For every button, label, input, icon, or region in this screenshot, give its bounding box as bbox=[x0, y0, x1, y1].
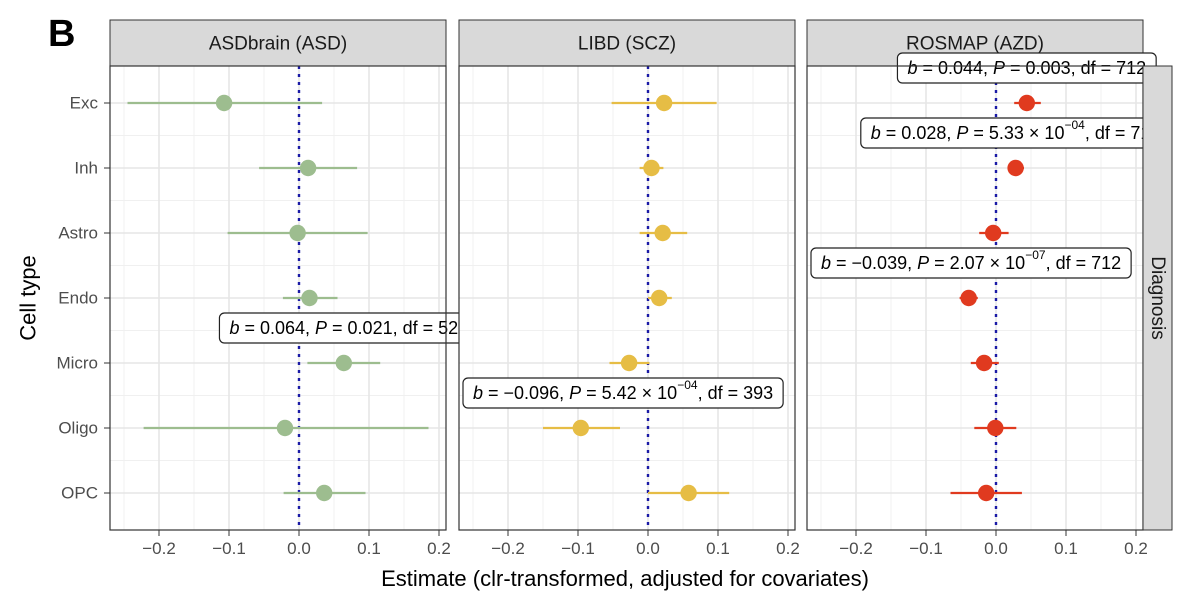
stat-annotation: b = 0.044, P = 0.003, df = 712 bbox=[896, 52, 1157, 84]
facet-panels: ASDbrain (ASD) b = 0.064, P = 0.021, df =… bbox=[109, 19, 1172, 558]
y-tick-label: Micro bbox=[56, 354, 98, 373]
y-tick-label: Inh bbox=[74, 159, 98, 178]
x-tick-label: −0.1 bbox=[212, 539, 246, 558]
panel-border bbox=[458, 65, 796, 531]
stat-annotation-text: b = −0.039, P = 2.07 × 10−07, df = 712 bbox=[821, 248, 1121, 273]
row-facet-strip-background bbox=[1142, 65, 1173, 531]
facet-strip bbox=[458, 19, 796, 67]
x-tick-label: 0.0 bbox=[287, 539, 311, 558]
facet-panel: ASDbrain (ASD) b = 0.064, P = 0.021, df =… bbox=[109, 19, 469, 558]
point-estimate bbox=[1007, 159, 1024, 177]
point-estimate bbox=[316, 484, 333, 502]
x-tick-label: 0.0 bbox=[636, 539, 660, 558]
x-tick-label: −0.2 bbox=[142, 539, 176, 558]
point-estimate bbox=[985, 224, 1002, 242]
point-estimate bbox=[975, 354, 993, 372]
stat-annotation: b = 0.028, P = 5.33 × 10−04, df = 712 bbox=[860, 117, 1172, 149]
point-estimate bbox=[960, 289, 977, 307]
y-tick-label: Exc bbox=[70, 94, 99, 113]
point-estimate bbox=[289, 224, 306, 242]
stat-annotation-text: b = −0.096, P = 5.42 × 10−04, df = 393 bbox=[473, 378, 773, 403]
facet-strip-label: LIBD (SCZ) bbox=[578, 34, 676, 55]
x-tick-label: 0.1 bbox=[706, 539, 730, 558]
facet-strip-label: ASDbrain (ASD) bbox=[209, 34, 347, 55]
point-estimate bbox=[654, 224, 671, 242]
point-estimate bbox=[643, 159, 660, 177]
row-facet-label: Diagnosis bbox=[1147, 256, 1168, 339]
point-estimate bbox=[335, 354, 352, 372]
point-estimate bbox=[276, 419, 294, 437]
point-estimate bbox=[987, 419, 1004, 437]
y-tick-label: Oligo bbox=[58, 419, 98, 438]
point-estimate bbox=[215, 94, 233, 112]
y-tick-label: Astro bbox=[58, 224, 98, 243]
stat-annotation: b = 0.064, P = 0.021, df = 52 bbox=[218, 312, 469, 344]
point-estimate bbox=[299, 159, 317, 177]
x-tick-label: −0.1 bbox=[909, 539, 943, 558]
stat-annotation: b = −0.096, P = 5.42 × 10−04, df = 393 bbox=[462, 377, 784, 409]
point-estimate bbox=[655, 94, 673, 112]
stat-annotation: b = −0.039, P = 2.07 × 10−07, df = 712 bbox=[810, 247, 1132, 279]
stat-annotation-text: b = 0.028, P = 5.33 × 10−04, df = 712 bbox=[871, 118, 1161, 143]
stat-annotation-text: b = 0.044, P = 0.003, df = 712 bbox=[907, 58, 1146, 78]
point-estimate bbox=[1018, 94, 1035, 112]
x-axis-title: Estimate (clr-transformed, adjusted for … bbox=[381, 566, 869, 591]
x-tick-label: 0.2 bbox=[1124, 539, 1148, 558]
y-tick-labels: Exc Inh Astro Endo Micro Oligo OPC bbox=[56, 94, 110, 503]
x-tick-label: −0.1 bbox=[561, 539, 595, 558]
point-estimate bbox=[301, 289, 318, 307]
point-estimate bbox=[978, 484, 995, 502]
x-tick-label: −0.2 bbox=[839, 539, 873, 558]
x-tick-label: 0.2 bbox=[427, 539, 451, 558]
x-tick-label: −0.2 bbox=[491, 539, 525, 558]
point-estimate bbox=[651, 289, 668, 307]
row-facet-strip: Diagnosis bbox=[1142, 65, 1173, 531]
point-estimate bbox=[572, 419, 589, 437]
y-tick-label: OPC bbox=[61, 484, 98, 503]
facet-panel: LIBD (SCZ) b = −0.096, P = 5.42 × 10−04, … bbox=[458, 19, 800, 558]
stat-annotation-box bbox=[462, 377, 784, 409]
panel-letter: B bbox=[48, 13, 75, 55]
stat-annotation-text: b = 0.064, P = 0.021, df = 52 bbox=[229, 318, 458, 338]
x-tick-label: 0.1 bbox=[1054, 539, 1078, 558]
stat-annotation-box bbox=[810, 247, 1132, 279]
x-tick-label: 0.1 bbox=[357, 539, 381, 558]
point-estimate bbox=[680, 484, 697, 502]
y-tick-label: Endo bbox=[58, 289, 98, 308]
y-axis-title: Cell type bbox=[16, 255, 41, 341]
facet-strip bbox=[109, 19, 447, 67]
x-tick-label: 0.0 bbox=[984, 539, 1008, 558]
point-estimate bbox=[620, 354, 638, 372]
facet-strip-label: ROSMAP (AZD) bbox=[906, 34, 1044, 55]
x-tick-label: 0.2 bbox=[776, 539, 800, 558]
facet-panel: ROSMAP (AZD) b = 0.044, P = 0.003, df = 7… bbox=[806, 19, 1172, 558]
